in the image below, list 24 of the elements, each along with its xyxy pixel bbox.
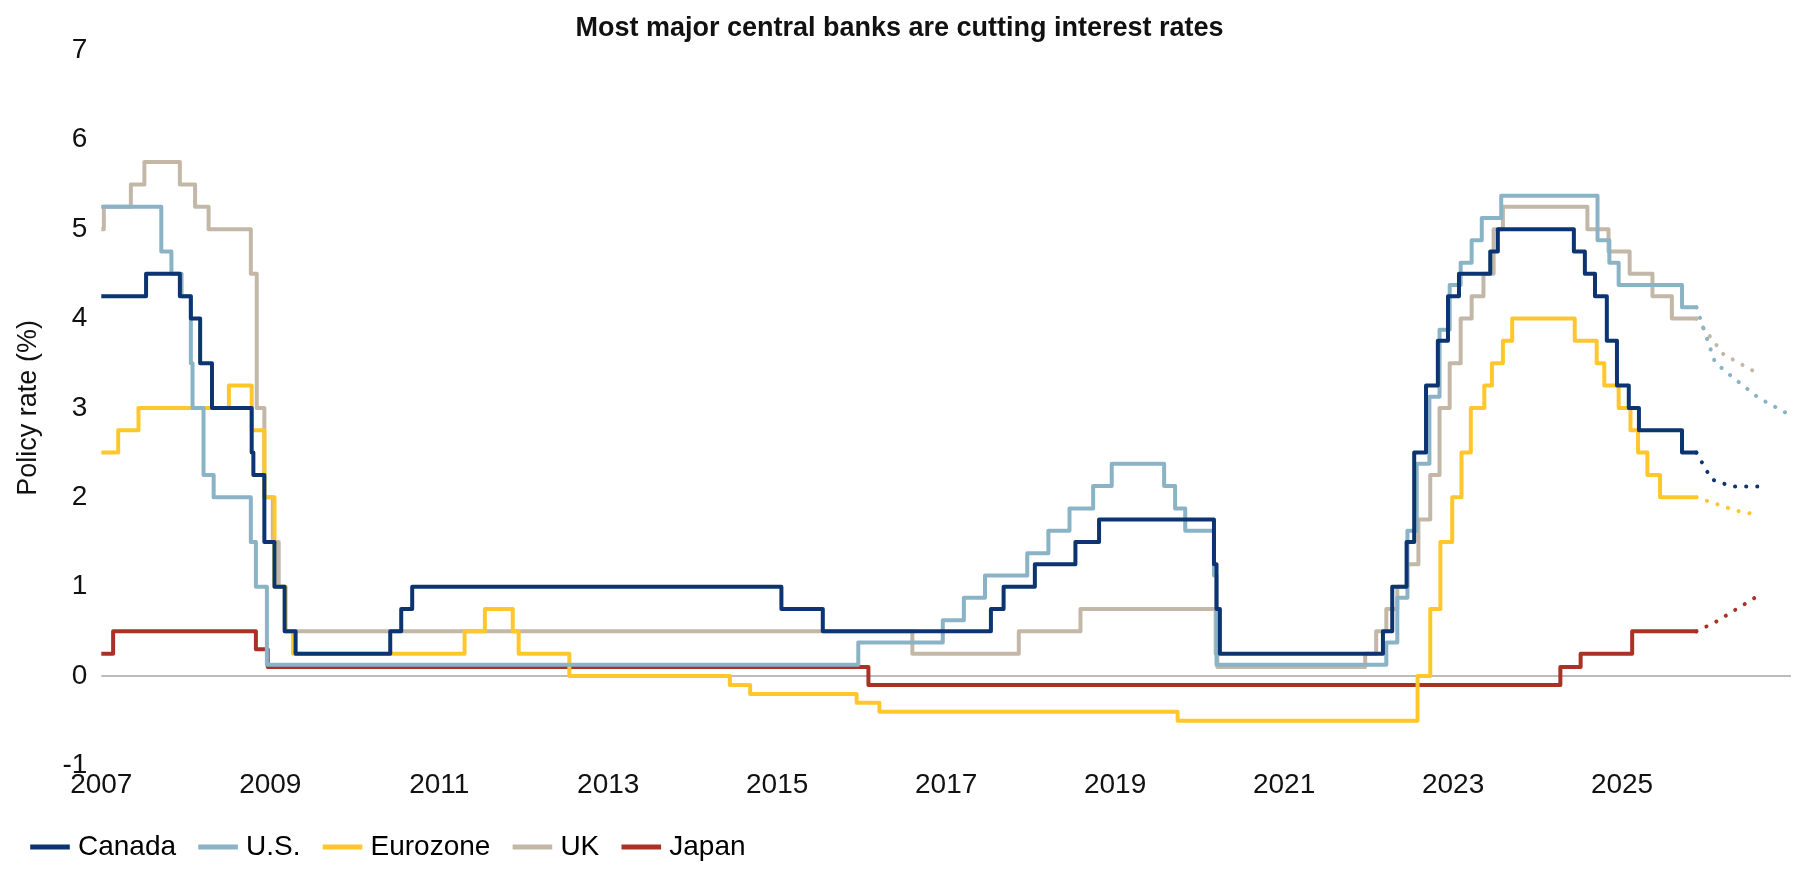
x-tick-label: 2013 (577, 767, 640, 799)
legend-label: U.S. (246, 829, 301, 861)
y-tick-label: 2 (71, 479, 88, 511)
x-tick-label: 2019 (1083, 767, 1147, 799)
x-tick-label: 2025 (1590, 767, 1654, 799)
x-tick-label: 2017 (915, 767, 978, 799)
y-tick-label: 4 (71, 301, 88, 333)
chart-title: Most major central banks are cutting interest rates (575, 11, 1224, 42)
y-tick-label: 6 (71, 122, 88, 154)
y-axis-title: Policy rate (%) (11, 320, 42, 496)
y-tick-label: 7 (71, 33, 88, 65)
y-tick-label: 3 (71, 390, 88, 422)
x-tick-label: 2009 (239, 767, 302, 799)
x-tick-label: 2021 (1252, 767, 1316, 799)
y-tick-label: 0 (71, 658, 88, 690)
legend-label: Canada (78, 829, 177, 861)
y-tick-label: 5 (71, 211, 88, 243)
x-tick-label: 2023 (1421, 767, 1485, 799)
y-tick-label: 1 (71, 569, 88, 601)
x-tick-label: 2015 (746, 767, 809, 799)
legend-label: UK (560, 829, 600, 861)
legend-label: Japan (669, 829, 746, 861)
x-tick-label: 2011 (409, 767, 470, 799)
legend-label: Eurozone (370, 829, 491, 861)
